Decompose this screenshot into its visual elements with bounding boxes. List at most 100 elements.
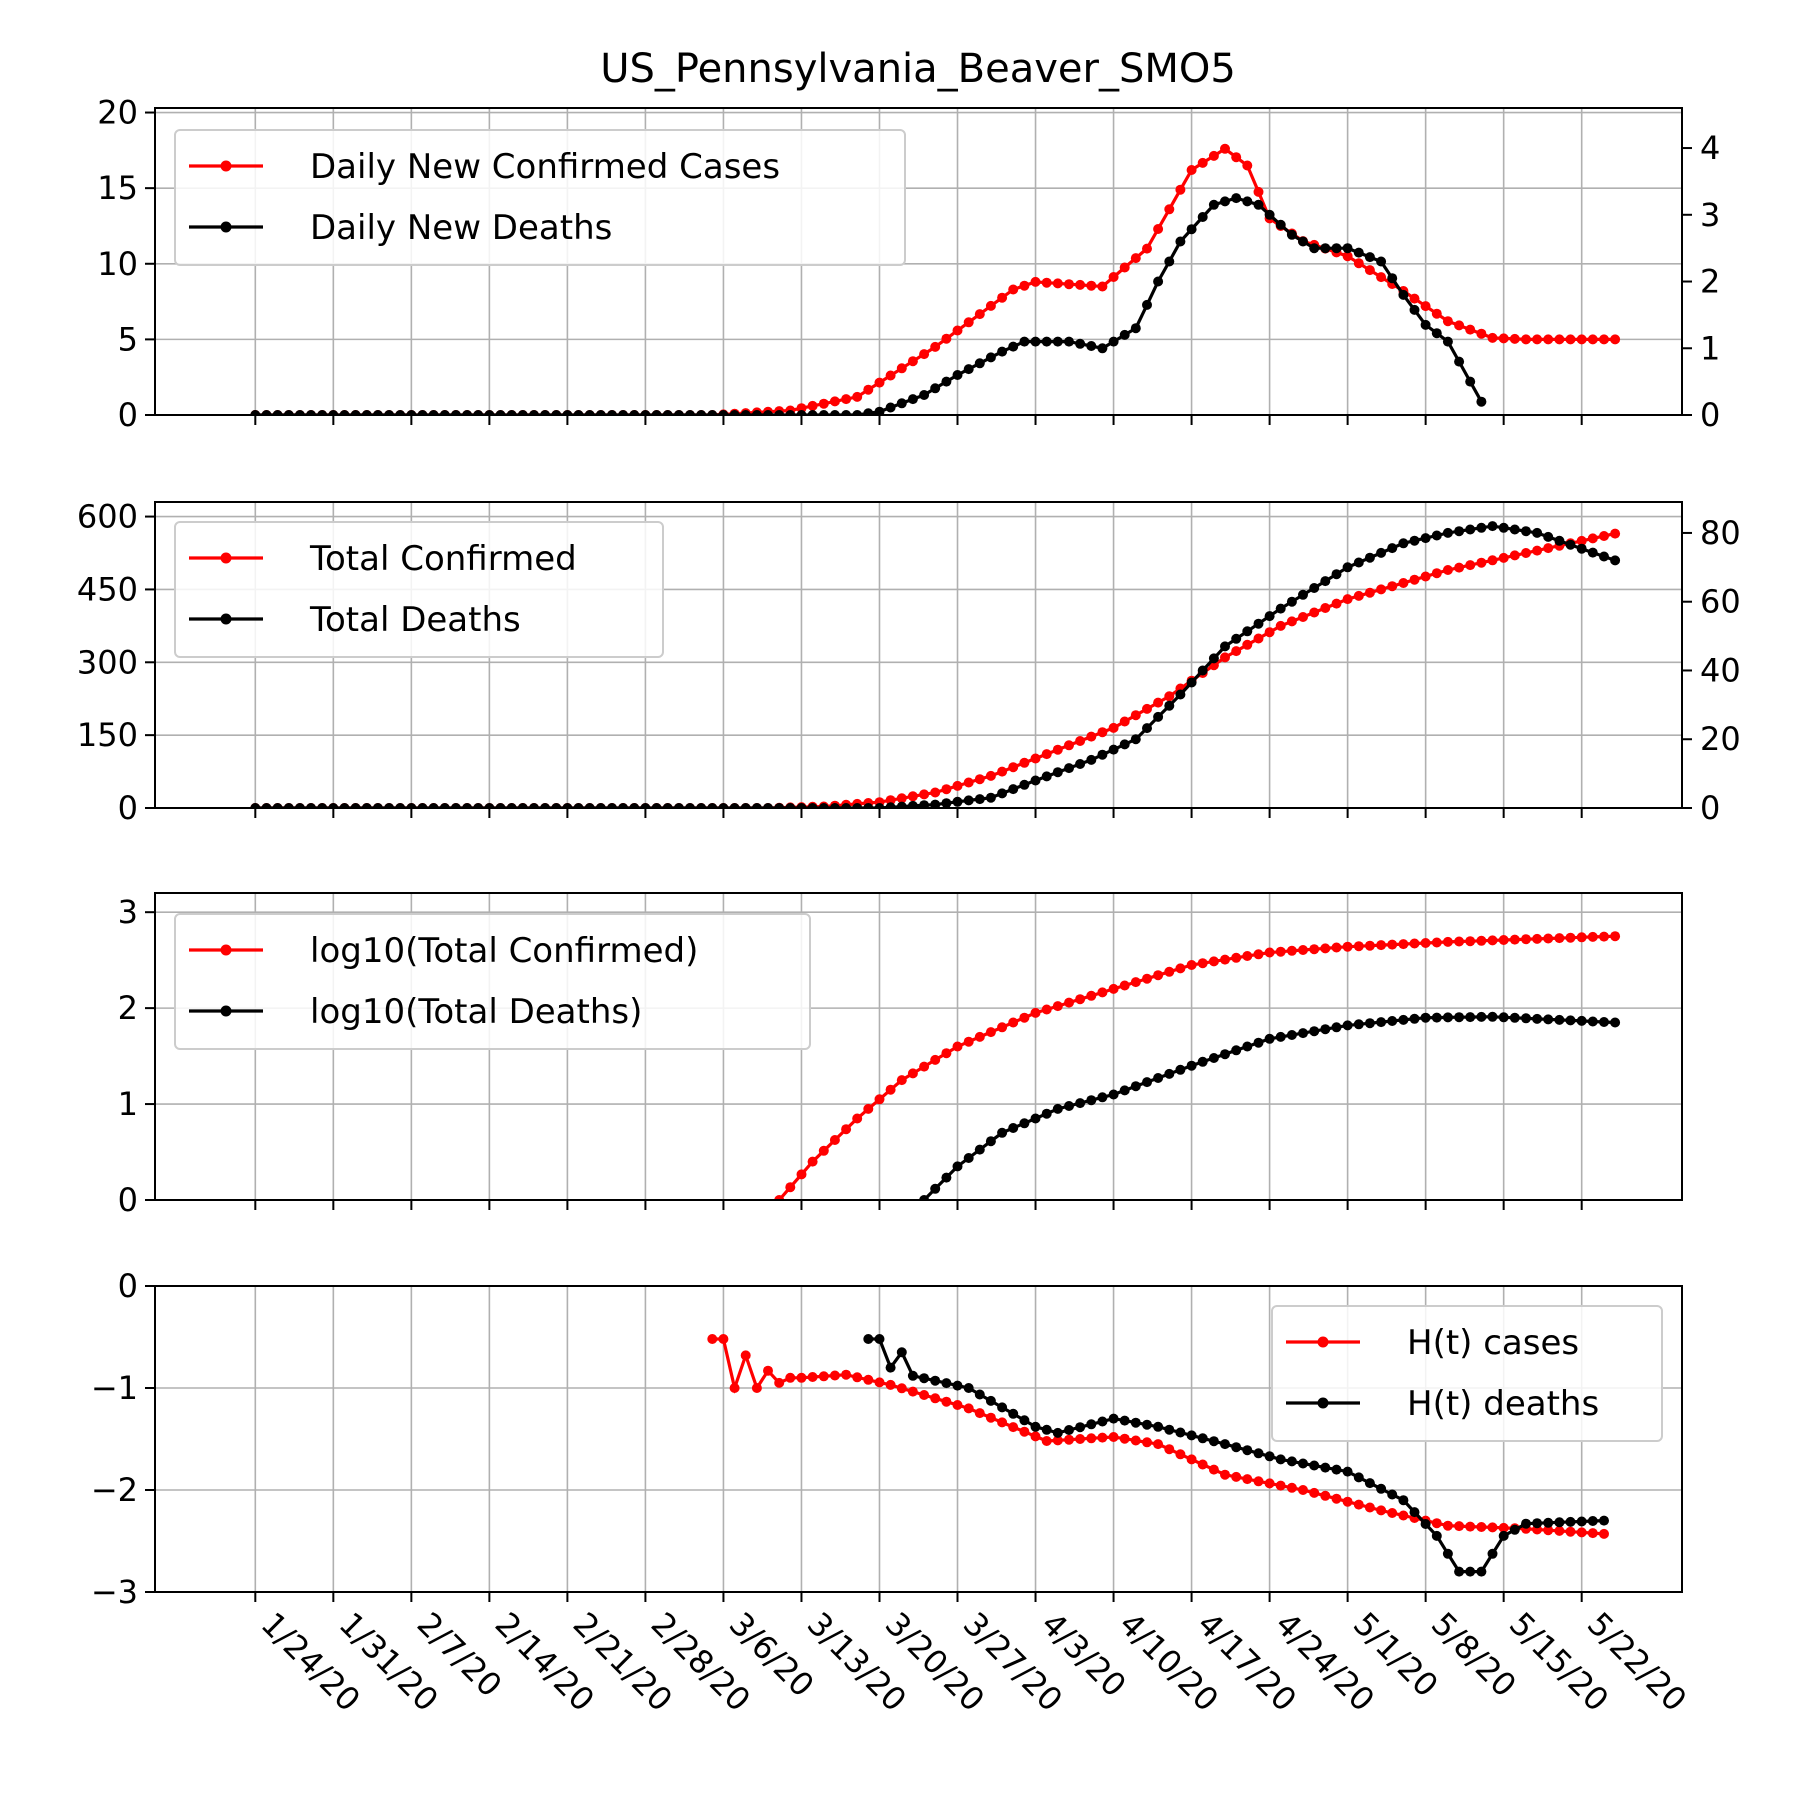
data-point <box>1108 983 1119 994</box>
data-point <box>907 1068 918 1079</box>
data-point <box>807 803 818 808</box>
data-point <box>1498 333 1509 344</box>
data-point <box>540 803 551 808</box>
data-point <box>1309 1487 1320 1498</box>
data-point <box>707 410 718 415</box>
series-h-t-cases <box>707 1334 1609 1539</box>
data-point <box>607 410 617 415</box>
data-point <box>1108 1089 1119 1100</box>
data-point <box>1142 299 1152 310</box>
data-point <box>1075 1422 1086 1433</box>
data-point <box>1554 933 1565 944</box>
data-point <box>785 410 796 415</box>
right-y-tick-label: 3 <box>1700 196 1720 234</box>
data-point <box>1353 1472 1364 1483</box>
data-point <box>1298 1458 1308 1469</box>
data-point <box>1086 990 1097 1001</box>
data-point <box>1565 932 1576 943</box>
data-point <box>1264 1478 1275 1489</box>
data-point <box>1108 744 1119 755</box>
data-point <box>974 1408 985 1419</box>
data-point <box>1454 1566 1465 1577</box>
data-point <box>685 803 695 808</box>
data-point <box>985 300 996 311</box>
data-point <box>1342 562 1353 573</box>
data-point <box>1543 334 1554 345</box>
data-point <box>1320 603 1331 613</box>
data-point <box>974 1031 985 1042</box>
data-point <box>1242 639 1253 650</box>
data-point <box>919 349 930 360</box>
data-point <box>874 1377 885 1388</box>
data-point <box>1064 1434 1074 1445</box>
data-point <box>1610 555 1621 566</box>
data-point <box>350 410 361 415</box>
data-point <box>517 410 528 415</box>
data-point <box>1097 1432 1108 1443</box>
data-point <box>1364 1502 1375 1513</box>
data-point <box>852 803 863 808</box>
data-point <box>1264 611 1275 622</box>
legend-label: H(t) deaths <box>1407 1384 1599 1424</box>
data-point <box>1264 947 1275 958</box>
data-point <box>1532 527 1543 538</box>
data-point <box>1186 224 1197 235</box>
data-point <box>283 410 294 415</box>
data-point <box>740 410 751 415</box>
data-point <box>952 780 963 791</box>
data-point <box>584 410 595 415</box>
data-point <box>1320 943 1331 954</box>
legend-marker <box>220 944 232 956</box>
data-point <box>495 803 506 808</box>
data-point <box>1398 1495 1409 1506</box>
data-point <box>1387 1489 1398 1500</box>
data-point <box>1275 1454 1286 1465</box>
data-point <box>1376 1505 1387 1516</box>
data-point <box>1442 1012 1453 1023</box>
data-point <box>294 410 305 415</box>
data-point <box>1509 524 1520 535</box>
data-point <box>807 1156 818 1167</box>
data-point <box>1030 1431 1041 1442</box>
data-point <box>1610 334 1621 345</box>
data-point <box>1353 247 1364 258</box>
data-point <box>841 803 852 808</box>
data-point <box>573 803 584 808</box>
data-point <box>1364 1018 1375 1029</box>
data-point <box>1030 1113 1041 1124</box>
data-point <box>1599 931 1609 942</box>
data-point <box>317 410 328 415</box>
data-point <box>1197 157 1208 168</box>
data-point <box>1052 278 1063 289</box>
data-point <box>1487 1522 1498 1533</box>
series-total-deaths <box>250 521 1621 808</box>
data-point <box>1587 1516 1598 1526</box>
data-point <box>1320 1024 1331 1035</box>
data-point <box>1108 1432 1119 1442</box>
data-point <box>1509 1524 1520 1535</box>
y-tick-label: 3 <box>118 893 138 931</box>
data-point <box>1242 196 1253 207</box>
data-point <box>1465 1521 1476 1532</box>
data-point <box>1008 762 1019 773</box>
data-point <box>1554 1525 1565 1536</box>
data-point <box>294 803 305 808</box>
data-point <box>1119 262 1130 273</box>
data-point <box>417 410 428 415</box>
data-point <box>718 803 729 808</box>
data-point <box>1142 1437 1152 1448</box>
data-point <box>1476 1011 1487 1022</box>
data-point <box>863 1334 874 1344</box>
data-point <box>985 1136 996 1147</box>
data-point <box>1465 524 1476 535</box>
data-point <box>1398 538 1409 549</box>
data-point <box>896 1347 907 1358</box>
data-point <box>1431 1518 1442 1529</box>
data-point <box>1587 931 1598 942</box>
data-point <box>919 1061 930 1072</box>
legend-label: log10(Total Deaths) <box>310 992 642 1032</box>
data-point <box>852 1113 863 1124</box>
data-point <box>963 317 974 328</box>
data-point <box>1298 612 1308 622</box>
data-point <box>941 333 952 344</box>
